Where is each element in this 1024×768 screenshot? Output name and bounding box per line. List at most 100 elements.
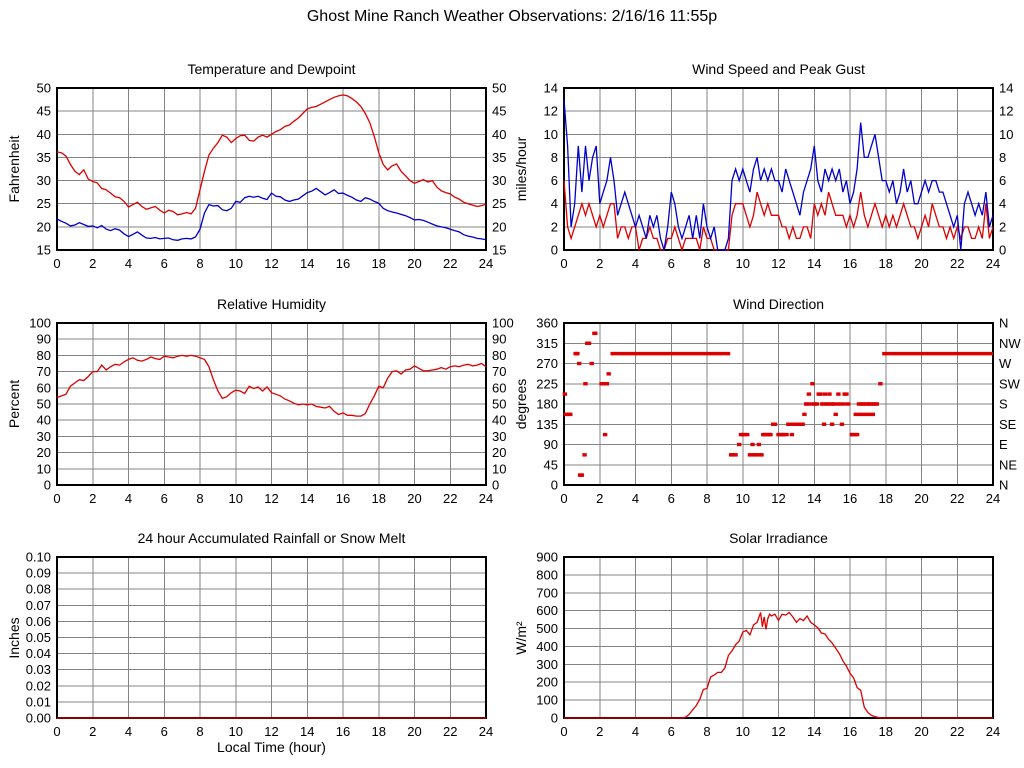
direction-point (814, 402, 820, 406)
svg-text:14: 14 (300, 256, 314, 271)
direction-point (745, 432, 750, 437)
svg-text:24: 24 (986, 256, 1000, 271)
direction-point (841, 402, 846, 406)
svg-text:8: 8 (196, 256, 203, 271)
svg-text:20: 20 (37, 219, 51, 234)
direction-point (800, 422, 805, 426)
direction-point (586, 341, 592, 345)
svg-text:S: S (999, 397, 1008, 412)
direction-point (772, 422, 778, 426)
svg-text:4: 4 (125, 491, 132, 506)
svg-text:2: 2 (596, 491, 603, 506)
direction-point (582, 453, 587, 457)
svg-text:40: 40 (492, 127, 506, 142)
svg-text:70: 70 (37, 364, 51, 379)
svg-text:22: 22 (443, 491, 457, 506)
svg-text:0: 0 (53, 491, 60, 506)
direction-point (828, 402, 833, 406)
svg-text:0: 0 (53, 724, 60, 739)
svg-text:14: 14 (807, 724, 821, 739)
dewpoint-line (56, 187, 487, 241)
direction-point (821, 422, 827, 426)
direction-point (804, 402, 810, 406)
svg-text:10: 10 (37, 461, 51, 476)
svg-text:22: 22 (950, 491, 964, 506)
svg-text:16: 16 (336, 256, 350, 271)
svg-text:0.07: 0.07 (26, 598, 51, 613)
svg-text:0: 0 (551, 243, 558, 258)
svg-text:8: 8 (703, 724, 710, 739)
svg-text:40: 40 (37, 413, 51, 428)
direction-point (874, 402, 880, 406)
direction-point (750, 442, 755, 447)
direction-point (749, 453, 754, 457)
svg-text:45: 45 (492, 104, 506, 119)
direction-point (789, 432, 795, 437)
svg-text:50: 50 (492, 397, 506, 412)
svg-text:24: 24 (986, 491, 1000, 506)
direction-point (736, 442, 742, 447)
svg-text:8: 8 (196, 724, 203, 739)
svg-text:200: 200 (536, 675, 558, 690)
svg-text:6: 6 (161, 491, 168, 506)
svg-text:18: 18 (879, 491, 893, 506)
direction-point (795, 422, 800, 426)
direction-point (781, 432, 787, 437)
svg-text:16: 16 (843, 724, 857, 739)
svg-text:24: 24 (479, 256, 493, 271)
svg-text:45: 45 (544, 457, 558, 472)
svg-text:8: 8 (703, 256, 710, 271)
svg-text:14: 14 (300, 491, 314, 506)
svg-text:16: 16 (336, 491, 350, 506)
page-title: Ghost Mine Ranch Weather Observations: 2… (306, 8, 718, 25)
chart-title-solar-irradiance: Solar Irradiance (729, 530, 828, 546)
direction-point (835, 402, 840, 406)
svg-text:4: 4 (632, 724, 639, 739)
svg-text:35: 35 (37, 150, 51, 165)
svg-text:6: 6 (161, 724, 168, 739)
svg-text:14: 14 (544, 81, 558, 96)
svg-text:70: 70 (492, 364, 506, 379)
irradiance-line (564, 611, 993, 719)
svg-text:15: 15 (37, 243, 51, 258)
svg-text:16: 16 (843, 491, 857, 506)
svg-text:0.05: 0.05 (26, 630, 51, 645)
direction-point (754, 453, 760, 457)
direction-point (833, 412, 838, 417)
svg-text:N: N (999, 478, 1008, 493)
direction-point (868, 402, 873, 406)
svg-text:180: 180 (536, 397, 558, 412)
svg-text:18: 18 (372, 724, 386, 739)
direction-point (756, 442, 762, 447)
svg-text:10: 10 (492, 461, 506, 476)
svg-text:0.08: 0.08 (26, 582, 51, 597)
svg-text:10: 10 (736, 256, 750, 271)
direction-point (579, 473, 585, 477)
direction-point (576, 361, 582, 366)
svg-text:14: 14 (807, 256, 821, 271)
svg-text:4: 4 (125, 256, 132, 271)
svg-text:30: 30 (37, 173, 51, 188)
svg-text:4: 4 (999, 196, 1006, 211)
svg-text:18: 18 (372, 256, 386, 271)
svg-text:0: 0 (551, 478, 558, 493)
direction-point (831, 402, 837, 406)
svg-text:80: 80 (37, 348, 51, 363)
svg-text:6: 6 (161, 256, 168, 271)
direction-point (604, 382, 610, 386)
chart-title-temperature-dewpoint: Temperature and Dewpoint (187, 61, 356, 77)
svg-text:2: 2 (999, 219, 1006, 234)
svg-text:8: 8 (999, 150, 1006, 165)
svg-text:0.02: 0.02 (26, 678, 51, 693)
svg-text:40: 40 (492, 413, 506, 428)
svg-text:30: 30 (492, 173, 506, 188)
svg-text:90: 90 (492, 332, 506, 347)
svg-text:0: 0 (999, 243, 1006, 258)
svg-text:20: 20 (407, 724, 421, 739)
svg-text:12: 12 (544, 104, 558, 119)
direction-point (861, 402, 866, 406)
svg-text:6: 6 (668, 491, 675, 506)
humidity-line (56, 354, 487, 417)
direction-point (784, 432, 789, 437)
